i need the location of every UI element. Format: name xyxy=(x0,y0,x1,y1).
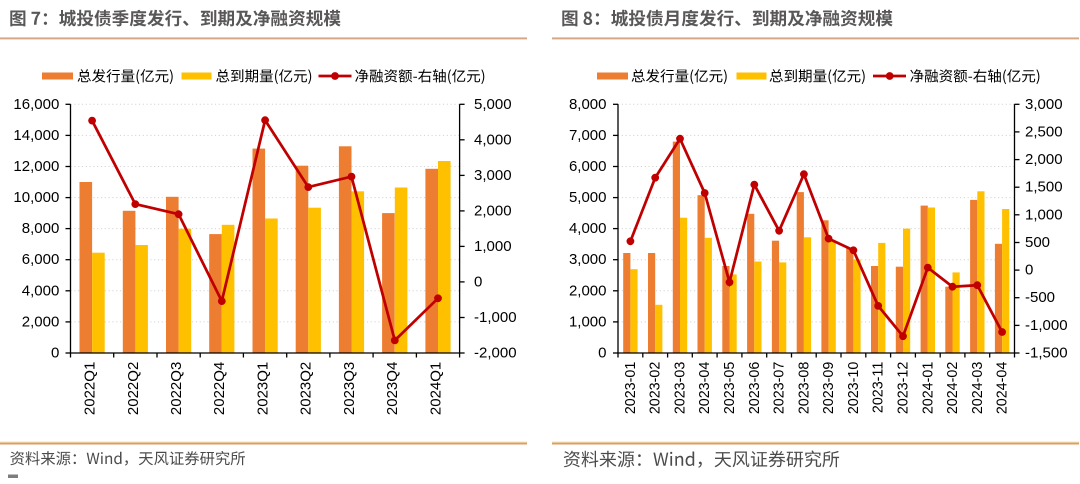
svg-text:2024-01: 2024-01 xyxy=(920,362,936,415)
svg-text:2024-02: 2024-02 xyxy=(945,362,961,415)
svg-text:2023-09: 2023-09 xyxy=(821,362,837,415)
svg-text:1,000: 1,000 xyxy=(1025,206,1063,223)
svg-text:3,000: 3,000 xyxy=(569,251,607,268)
svg-text:5,000: 5,000 xyxy=(569,189,607,206)
svg-text:2022Q1: 2022Q1 xyxy=(82,362,99,415)
svg-text:2023Q4: 2023Q4 xyxy=(384,362,401,415)
svg-text:500: 500 xyxy=(1025,234,1050,251)
svg-text:4,000: 4,000 xyxy=(474,131,512,148)
svg-text:0: 0 xyxy=(1025,262,1033,279)
svg-text:12,000: 12,000 xyxy=(13,158,59,175)
svg-text:2023-05: 2023-05 xyxy=(722,362,738,415)
svg-text:10,000: 10,000 xyxy=(13,189,59,206)
svg-text:2022Q3: 2022Q3 xyxy=(168,362,185,415)
svg-text:-2,000: -2,000 xyxy=(474,345,517,362)
svg-text:0: 0 xyxy=(51,345,59,362)
svg-text:2023-07: 2023-07 xyxy=(772,362,788,415)
svg-text:2023-01: 2023-01 xyxy=(623,362,639,415)
svg-text:2023Q1: 2023Q1 xyxy=(254,362,271,415)
svg-text:-1,000: -1,000 xyxy=(1025,317,1068,334)
svg-text:2023-10: 2023-10 xyxy=(846,362,862,415)
svg-text:2023-06: 2023-06 xyxy=(747,362,763,415)
svg-text:2024-04: 2024-04 xyxy=(995,362,1011,415)
svg-text:-1,500: -1,500 xyxy=(1025,345,1068,362)
svg-text:2024Q1: 2024Q1 xyxy=(427,362,444,415)
svg-text:4,000: 4,000 xyxy=(22,282,60,299)
svg-text:7,000: 7,000 xyxy=(569,127,607,144)
svg-text:6,000: 6,000 xyxy=(569,158,607,175)
svg-text:2,000: 2,000 xyxy=(1025,151,1063,168)
svg-text:2,000: 2,000 xyxy=(569,282,607,299)
svg-text:5,000: 5,000 xyxy=(474,96,512,113)
svg-text:2,000: 2,000 xyxy=(474,202,512,219)
svg-text:14,000: 14,000 xyxy=(13,127,59,144)
svg-text:1,000: 1,000 xyxy=(569,313,607,330)
svg-text:2022Q2: 2022Q2 xyxy=(125,362,142,415)
svg-text:3,000: 3,000 xyxy=(1025,96,1063,113)
svg-text:0: 0 xyxy=(598,345,606,362)
svg-text:2,000: 2,000 xyxy=(22,313,60,330)
svg-text:6,000: 6,000 xyxy=(22,251,60,268)
svg-text:16,000: 16,000 xyxy=(13,96,59,113)
svg-text:2023-11: 2023-11 xyxy=(871,362,887,413)
svg-text:0: 0 xyxy=(474,273,482,290)
svg-text:2023-04: 2023-04 xyxy=(697,362,713,415)
svg-text:2023-02: 2023-02 xyxy=(648,362,664,415)
svg-text:2,500: 2,500 xyxy=(1025,123,1063,140)
svg-text:2023-08: 2023-08 xyxy=(796,362,812,415)
svg-text:2023-03: 2023-03 xyxy=(673,362,689,415)
svg-text:2023Q3: 2023Q3 xyxy=(341,362,358,415)
svg-text:4,000: 4,000 xyxy=(569,220,607,237)
svg-text:2023Q2: 2023Q2 xyxy=(298,362,315,415)
svg-text:8,000: 8,000 xyxy=(569,96,607,113)
svg-text:1,000: 1,000 xyxy=(474,238,512,255)
svg-text:-500: -500 xyxy=(1025,289,1055,306)
svg-text:1,500: 1,500 xyxy=(1025,179,1063,196)
svg-text:2023-12: 2023-12 xyxy=(896,362,912,415)
svg-text:2022Q4: 2022Q4 xyxy=(211,362,228,415)
svg-text:2024-03: 2024-03 xyxy=(970,362,986,415)
svg-text:-1,000: -1,000 xyxy=(474,309,517,326)
svg-text:8,000: 8,000 xyxy=(22,220,60,237)
svg-text:3,000: 3,000 xyxy=(474,167,512,184)
